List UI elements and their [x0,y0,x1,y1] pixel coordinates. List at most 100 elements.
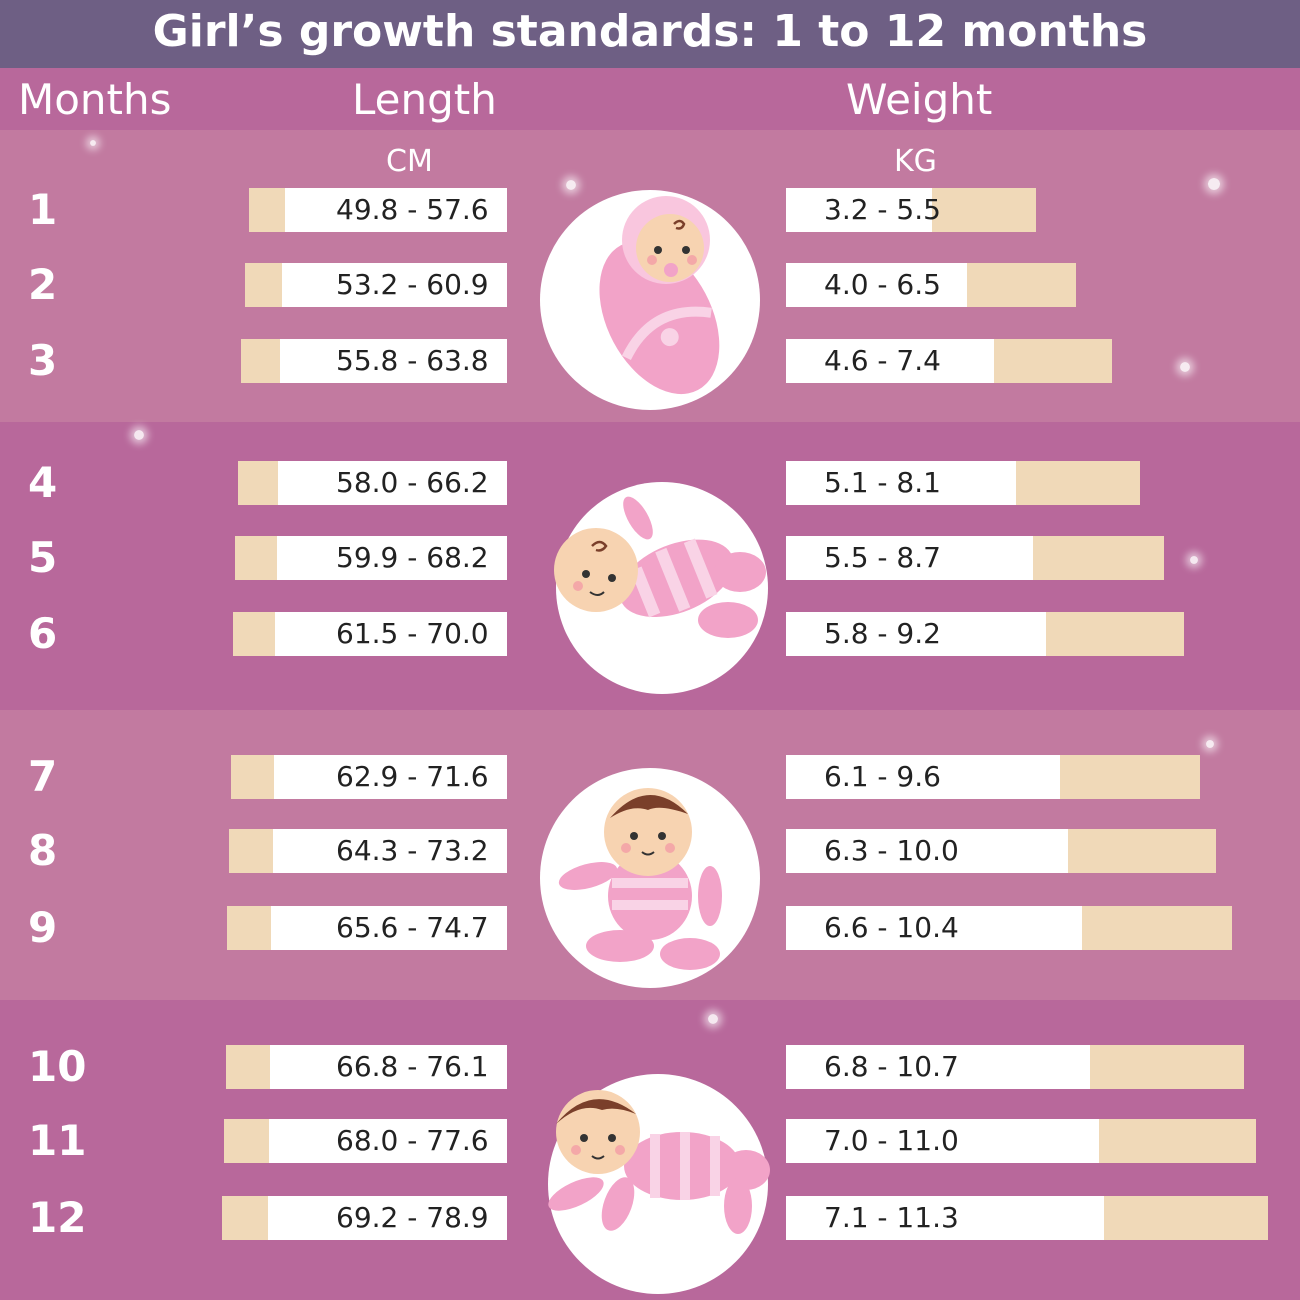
title-bar: Girl’s growth standards: 1 to 12 months [0,0,1300,68]
weight-value-label: 7.0 - 11.0 [824,1124,959,1157]
months-header: Months [18,75,172,124]
length-value-label: 66.8 - 76.1 [336,1050,489,1083]
sparkle [1206,740,1214,748]
length-bar-beige [238,461,279,505]
sparkle [134,430,144,440]
weight-value-label: 4.6 - 7.4 [824,344,941,377]
weight-bar-beige [1059,755,1200,799]
length-bar-beige [235,536,277,580]
length-value-label: 59.9 - 68.2 [336,541,489,574]
weight-bar-white [786,755,1060,799]
length-value-label: 53.2 - 60.9 [336,268,489,301]
weight-unit: KG [894,144,937,179]
weight-header: Weight [846,75,993,124]
crawling-baby-icon [548,1090,770,1234]
length-bar-beige [222,1196,268,1240]
weight-value-label: 6.3 - 10.0 [824,834,959,867]
month-label: 11 [28,1116,87,1165]
lying-baby-icon [554,496,766,638]
length-bar-white [276,536,507,580]
weight-bar-beige [967,263,1076,307]
length-value-label: 62.9 - 71.6 [336,760,489,793]
length-bar-beige [225,1045,271,1089]
weight-value-label: 6.8 - 10.7 [824,1050,959,1083]
length-value-label: 69.2 - 78.9 [336,1201,489,1234]
weight-bar-white [786,829,1069,873]
weight-bar-beige [1046,612,1184,656]
length-bar-white [285,188,507,232]
weight-bar-beige [1068,829,1216,873]
chart-title: Girl’s growth standards: 1 to 12 months [152,6,1148,57]
weight-bar-beige [1099,1119,1256,1163]
length-bar-beige [223,1119,269,1163]
length-bar-beige [244,263,283,307]
length-bar-white [282,263,507,307]
weight-bar-white [786,1196,1104,1240]
length-bar-beige [229,829,273,873]
weight-bar-white [786,263,968,307]
sparkle [708,1014,718,1024]
weight-value-label: 5.8 - 9.2 [824,617,941,650]
month-label: 10 [28,1042,87,1091]
month-label: 5 [28,533,58,582]
length-value-label: 61.5 - 70.0 [336,617,489,650]
length-bar-beige [231,755,274,799]
length-bar-white [273,755,507,799]
weight-value-label: 5.1 - 8.1 [824,466,941,499]
sparkle [1190,556,1198,564]
length-bar-beige [241,339,281,383]
length-bar-white [269,1119,507,1163]
weight-bar-white [786,612,1047,656]
length-bar-white [271,906,507,950]
weight-bar-beige [1081,906,1232,950]
month-label: 6 [28,609,58,658]
month-label: 1 [28,185,58,234]
sparkle [1180,362,1190,372]
length-bar-white [267,1196,507,1240]
weight-bar-beige [1090,1045,1244,1089]
sparkle [1208,178,1220,190]
length-header: Length [352,75,497,124]
weight-value-label: 4.0 - 6.5 [824,268,941,301]
length-value-label: 58.0 - 66.2 [336,466,489,499]
month-label: 7 [28,752,58,801]
weight-bar-white [786,1119,1100,1163]
weight-value-label: 6.6 - 10.4 [824,911,959,944]
month-label: 9 [28,903,58,952]
month-label: 2 [28,260,58,309]
length-bar-white [278,461,507,505]
sparkle [90,140,96,146]
background-band-0 [0,68,1300,130]
month-label: 12 [28,1193,87,1242]
length-bar-beige [233,612,276,656]
weight-value-label: 6.1 - 9.6 [824,760,941,793]
length-bar-white [270,1045,507,1089]
length-value-label: 55.8 - 63.8 [336,344,489,377]
weight-value-label: 5.5 - 8.7 [824,541,941,574]
length-value-label: 64.3 - 73.2 [336,834,489,867]
length-bar-white [275,612,507,656]
baby-circle-4 [548,1074,770,1294]
weight-value-label: 3.2 - 5.5 [824,193,941,226]
sitting-baby-icon [558,788,722,970]
length-bar-beige [249,188,285,232]
weight-bar-white [786,906,1082,950]
weight-bar-beige [1033,536,1164,580]
length-unit: CM [386,144,433,179]
length-value-label: 49.8 - 57.6 [336,193,489,226]
weight-bar-white [786,1045,1091,1089]
month-label: 3 [28,336,58,385]
weight-bar-white [786,339,994,383]
weight-bar-white [786,188,932,232]
length-value-label: 68.0 - 77.6 [336,1124,489,1157]
month-label: 8 [28,826,58,875]
baby-circle-1 [540,190,760,410]
length-value-label: 65.6 - 74.7 [336,911,489,944]
baby-circle-3 [540,768,760,988]
weight-bar-white [786,536,1034,580]
weight-bar-beige [1015,461,1140,505]
baby-circle-2 [554,482,768,694]
length-bar-beige [227,906,272,950]
weight-value-label: 7.1 - 11.3 [824,1201,959,1234]
